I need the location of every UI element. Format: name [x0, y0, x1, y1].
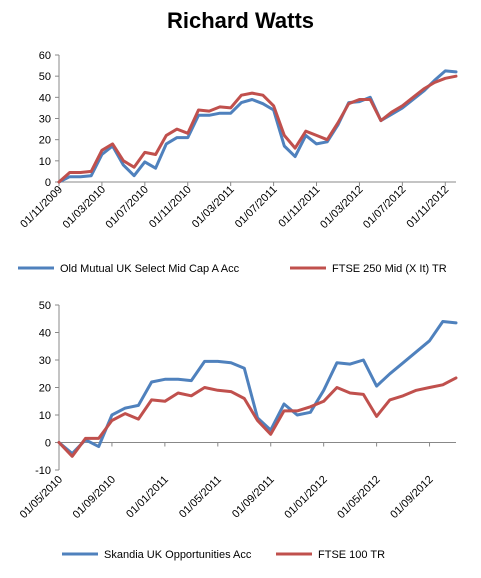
y-tick-label: 30 — [39, 355, 51, 367]
legend-label: FTSE 250 Mid (X It) TR — [332, 263, 447, 275]
y-tick-label: 0 — [45, 177, 51, 189]
y-tick-label: 40 — [39, 328, 51, 340]
legend-label: Skandia UK Opportunities Acc — [104, 549, 252, 561]
y-tick-label: 50 — [39, 300, 51, 312]
x-tick-label: 01/11/2010 — [147, 184, 194, 231]
x-tick-label: 01/05/2010 — [18, 474, 65, 521]
y-tick-label: -10 — [35, 465, 51, 477]
x-tick-label: 01/11/2012 — [405, 184, 452, 231]
x-tick-label: 01/03/2011 — [190, 184, 237, 231]
y-tick-label: 10 — [39, 410, 51, 422]
y-tick-label: 10 — [39, 156, 51, 168]
y-tick-label: 40 — [39, 92, 51, 104]
legend-label: Old Mutual UK Select Mid Cap A Acc — [60, 263, 240, 275]
x-tick-label: 01/09/2012 — [388, 474, 435, 521]
x-tick-label: 01/01/2011 — [124, 474, 171, 521]
x-tick-label: 01/05/2011 — [177, 474, 224, 521]
page-title: Richard Watts — [166, 8, 315, 33]
x-tick-label: 01/07/2012 — [361, 184, 408, 231]
x-tick-label: 01/03/2010 — [61, 184, 108, 231]
y-tick-label: 20 — [39, 383, 51, 395]
x-tick-label: 01/01/2012 — [282, 474, 329, 521]
legend-label: FTSE 100 TR — [318, 549, 385, 561]
y-tick-label: 60 — [39, 50, 51, 62]
x-tick-label: 01/11/2009 — [18, 184, 65, 231]
series-line-1 — [57, 69, 458, 184]
x-tick-label: 01/07/2011 — [233, 184, 280, 231]
series-line-2 — [57, 376, 458, 458]
series-line-2 — [57, 74, 458, 184]
series-line-1 — [57, 320, 458, 455]
x-tick-label: 01/11/2011 — [276, 184, 322, 230]
x-tick-label: 01/07/2010 — [104, 184, 151, 231]
x-tick-label: 01/05/2012 — [335, 474, 382, 521]
y-tick-label: 30 — [39, 114, 51, 126]
x-tick-label: 01/03/2012 — [318, 184, 365, 231]
chart-1: 010203040506001/11/200901/03/201001/07/2… — [18, 50, 458, 275]
x-tick-label: 01/09/2011 — [230, 474, 277, 521]
y-tick-label: 20 — [39, 135, 51, 147]
y-tick-label: 0 — [45, 438, 51, 450]
y-tick-label: 50 — [39, 71, 51, 83]
x-tick-label: 01/09/2010 — [71, 474, 118, 521]
